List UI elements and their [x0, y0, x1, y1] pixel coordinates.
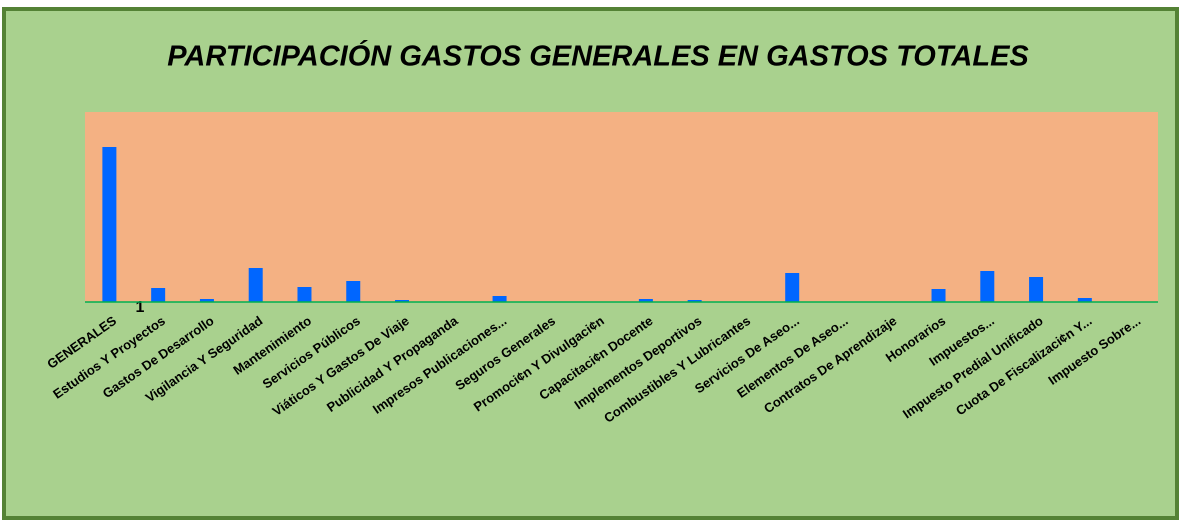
bar [1029, 277, 1044, 302]
annotation: 1 [136, 299, 145, 316]
bar [638, 299, 653, 302]
bar [395, 300, 410, 302]
bar [492, 296, 507, 302]
bar [980, 271, 995, 302]
bar [785, 273, 800, 302]
bar [102, 147, 117, 302]
bar [199, 299, 214, 302]
bar [931, 289, 946, 302]
bar [297, 287, 312, 302]
bar [687, 300, 702, 302]
bar [346, 281, 361, 302]
bar [151, 288, 166, 302]
chart-title: PARTICIPACIÓN GASTOS GENERALES EN GASTOS… [167, 39, 1029, 73]
plot-area [85, 112, 1158, 302]
bar [1077, 298, 1092, 302]
bar [248, 268, 263, 302]
